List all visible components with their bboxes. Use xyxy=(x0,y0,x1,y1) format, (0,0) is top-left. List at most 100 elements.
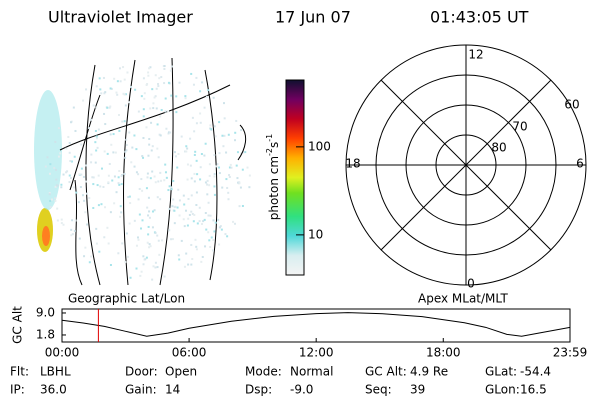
speckle xyxy=(97,128,100,131)
speckle xyxy=(108,162,111,165)
speckle xyxy=(55,168,58,171)
speckle xyxy=(219,225,222,228)
speckle xyxy=(70,121,73,124)
y-tick-label: 1.8 xyxy=(36,327,55,341)
speckle xyxy=(223,134,226,137)
speckle xyxy=(159,171,162,174)
mlt-label: 18 xyxy=(345,157,360,171)
speckle xyxy=(224,233,227,236)
speckle xyxy=(124,261,127,264)
speckle xyxy=(180,135,183,138)
speckle xyxy=(80,173,83,176)
speckle xyxy=(246,166,249,169)
speckle xyxy=(150,149,153,152)
speckle xyxy=(80,143,83,146)
speckle xyxy=(88,127,91,130)
speckle xyxy=(122,92,125,95)
speckle xyxy=(111,179,114,182)
speckle xyxy=(134,88,137,91)
speckle xyxy=(218,166,221,169)
speckle xyxy=(59,152,62,155)
speckle xyxy=(108,106,111,109)
speckle xyxy=(156,147,159,150)
speckle xyxy=(95,242,98,245)
speckle xyxy=(172,198,175,201)
speckle xyxy=(158,77,161,80)
speckle xyxy=(112,133,115,136)
speckle xyxy=(117,182,120,185)
speckle xyxy=(191,212,194,215)
status-label: Door: xyxy=(125,365,158,379)
date: 17 Jun 07 xyxy=(275,8,351,27)
speckle xyxy=(92,104,95,107)
speckle xyxy=(160,108,163,111)
speckle xyxy=(130,161,133,164)
speckle xyxy=(209,127,212,130)
speckle xyxy=(153,209,156,212)
speckle xyxy=(214,221,217,224)
lat-label: 60 xyxy=(564,98,579,112)
status-label: GLat: xyxy=(485,365,517,379)
speckle xyxy=(88,197,91,200)
speckle xyxy=(137,238,140,241)
speckle xyxy=(147,214,150,217)
status-value: 16.5 xyxy=(520,383,547,397)
speckle xyxy=(148,216,151,219)
speckle xyxy=(154,261,157,264)
speckle xyxy=(193,130,196,133)
speckle xyxy=(190,210,193,213)
speckle xyxy=(147,71,150,74)
speckle xyxy=(163,67,166,70)
speckle xyxy=(143,97,146,100)
speckle xyxy=(213,125,216,128)
speckle xyxy=(205,228,208,231)
altitude-label: GC Alt xyxy=(11,306,25,344)
speckle xyxy=(190,243,193,246)
speckle xyxy=(167,81,170,84)
speckle xyxy=(227,198,230,201)
speckle xyxy=(154,231,157,234)
speckle xyxy=(123,78,126,81)
speckle xyxy=(81,194,84,197)
speckle xyxy=(228,166,231,169)
speckle xyxy=(86,223,89,226)
speckle xyxy=(75,191,78,194)
speckle xyxy=(164,97,167,100)
speckle xyxy=(71,219,74,222)
speckle xyxy=(46,156,49,159)
speckle xyxy=(70,176,73,179)
speckle xyxy=(148,246,151,249)
speckle xyxy=(238,205,241,208)
speckle xyxy=(193,172,196,175)
speckle xyxy=(70,234,73,237)
speckle xyxy=(199,166,202,169)
speckle xyxy=(54,197,57,200)
speckle xyxy=(145,126,148,129)
speckle xyxy=(240,129,243,132)
speckle xyxy=(143,92,146,95)
speckle xyxy=(107,242,110,245)
speckle xyxy=(186,147,189,150)
speckle xyxy=(73,155,76,158)
speckle xyxy=(218,152,221,155)
speckle xyxy=(142,156,145,159)
speckle xyxy=(117,252,120,255)
speckle xyxy=(208,239,211,242)
speckle xyxy=(170,188,173,191)
status-label: Flt: xyxy=(10,365,29,379)
lat-label: 70 xyxy=(512,120,527,134)
speckle xyxy=(79,186,82,189)
speckle xyxy=(92,183,95,186)
speckle xyxy=(152,210,155,213)
speckle xyxy=(225,178,228,181)
speckle xyxy=(156,123,159,126)
speckle xyxy=(198,206,201,209)
speckle xyxy=(241,204,244,207)
speckle xyxy=(56,207,59,210)
panel-label: Apex MLat/MLT xyxy=(418,292,508,306)
x-tick-label: 18:00 xyxy=(426,346,461,360)
speckle xyxy=(190,177,193,180)
speckle xyxy=(177,188,180,191)
speckle xyxy=(185,252,188,255)
speckle xyxy=(206,179,209,182)
